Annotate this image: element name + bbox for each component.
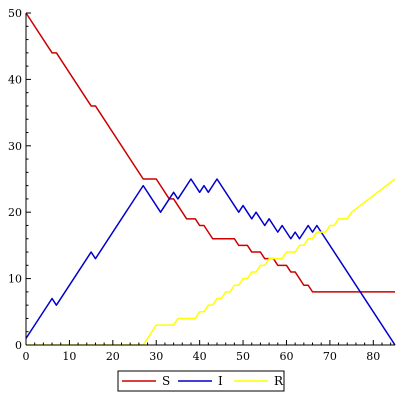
legend-label-s: S <box>162 374 170 388</box>
x-tick-label: 0 <box>23 350 30 363</box>
y-tick-label: 20 <box>8 206 22 219</box>
series-line-i <box>25 178 396 346</box>
x-tick-label: 30 <box>149 350 163 363</box>
y-tick-label: 0 <box>15 339 22 352</box>
series-line-r <box>26 178 396 346</box>
x-tick-label: 70 <box>323 350 337 363</box>
series-line-s <box>25 12 395 293</box>
y-tick-label: 50 <box>8 7 22 20</box>
series-lines <box>25 12 396 346</box>
x-tick-label: 60 <box>279 350 293 363</box>
y-tick-label: 10 <box>8 273 22 286</box>
axes: 0 10 20 30 40 50 0 10 20 30 40 50 60 70 80 <box>8 7 395 363</box>
legend-label-i: I <box>218 374 223 388</box>
x-tick-label: 20 <box>106 350 120 363</box>
y-tick-label: 40 <box>8 73 22 86</box>
x-tick-label: 50 <box>236 350 250 363</box>
x-tick-label: 10 <box>62 350 76 363</box>
y-tick-label: 30 <box>8 140 22 153</box>
x-tick-label: 40 <box>193 350 207 363</box>
x-tick-label: 80 <box>366 350 380 363</box>
legend-label-r: R <box>274 374 284 388</box>
